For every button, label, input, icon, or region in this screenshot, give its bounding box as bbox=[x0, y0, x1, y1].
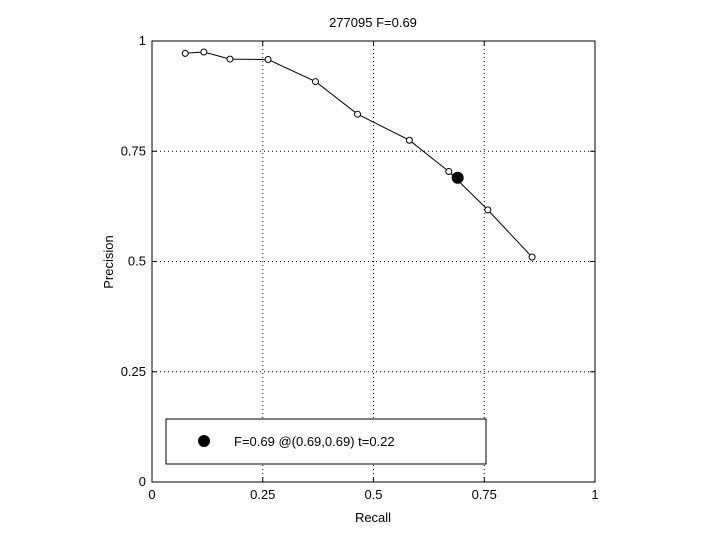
data-point bbox=[354, 110, 362, 118]
series-line bbox=[185, 51, 533, 258]
data-point bbox=[405, 136, 413, 144]
y-axis-label: Precision bbox=[101, 235, 116, 288]
legend: F=0.69 @(0.69,0.69) t=0.22 bbox=[165, 418, 487, 465]
data-point bbox=[484, 206, 492, 214]
data-point bbox=[226, 55, 234, 63]
x-tick-label: 0.25 bbox=[250, 487, 275, 502]
legend-frame bbox=[165, 418, 487, 465]
data-point bbox=[200, 48, 208, 56]
x-tick-label: 0.75 bbox=[472, 487, 497, 502]
y-tick-label: 0.75 bbox=[121, 143, 146, 158]
y-tick-label: 0.5 bbox=[128, 254, 146, 269]
best-f-point bbox=[451, 171, 464, 184]
chart-title: 277095 F=0.69 bbox=[329, 15, 417, 30]
x-axis-label: Recall bbox=[355, 510, 391, 525]
series-group bbox=[181, 48, 536, 261]
grid-lines bbox=[152, 41, 595, 482]
x-tick-label: 0.5 bbox=[364, 487, 382, 502]
legend-entry-label: F=0.69 @(0.69,0.69) t=0.22 bbox=[234, 434, 395, 449]
data-point bbox=[264, 56, 272, 64]
data-point bbox=[311, 78, 319, 86]
legend-marker bbox=[198, 435, 210, 447]
axis-ticks: 0 0.25 0.5 0.75 1 0 0.25 0.5 0.75 1 bbox=[121, 33, 599, 502]
data-point bbox=[528, 253, 536, 261]
data-point bbox=[181, 49, 189, 57]
y-tick-label: 1 bbox=[139, 33, 146, 48]
x-tick-label: 1 bbox=[591, 487, 598, 502]
x-tick-label: 0 bbox=[148, 487, 155, 502]
y-tick-label: 0.25 bbox=[121, 364, 146, 379]
data-point bbox=[445, 168, 453, 176]
y-tick-label: 0 bbox=[139, 474, 146, 489]
